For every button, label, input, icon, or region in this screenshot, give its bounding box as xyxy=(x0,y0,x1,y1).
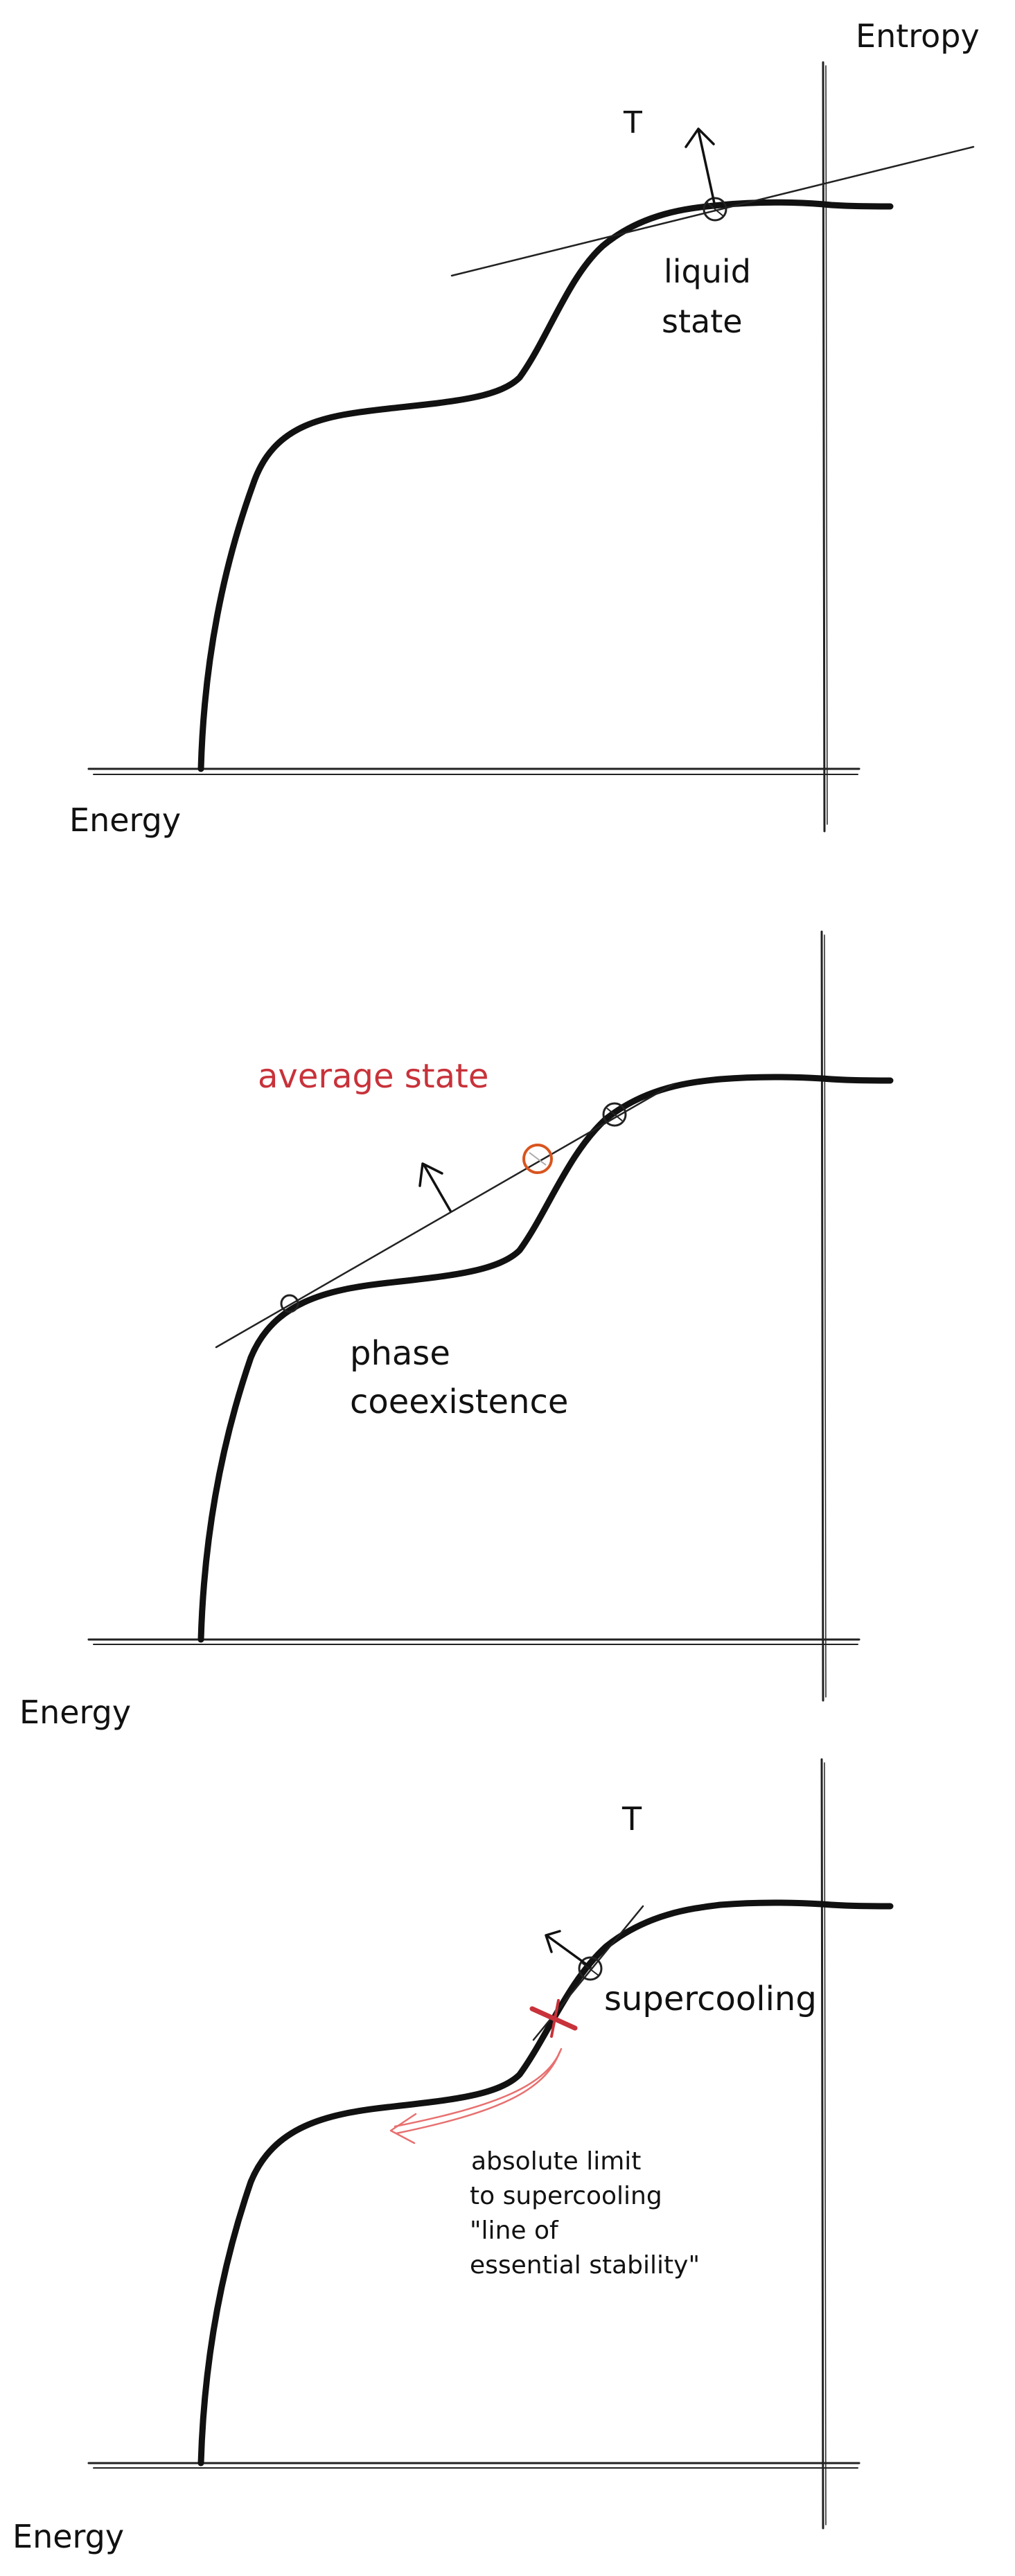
panel-1-tangent-line xyxy=(450,145,975,277)
panel-3-state-point xyxy=(578,1956,603,1981)
panel-3-limit-line4: essential stability" xyxy=(470,2251,700,2280)
panel-2-phase-coexistence: average state phase coeexistence Energy xyxy=(19,930,894,1731)
panel-1-temperature-label: T xyxy=(623,105,642,141)
panel-3-supercooling-arrow xyxy=(389,2048,563,2144)
panel-3-limit-line2: to supercooling xyxy=(470,2182,662,2210)
panel-2-coexistence-line2: coeexistence xyxy=(350,1383,568,1421)
panel-1-y-axis-label: Entropy xyxy=(856,17,980,55)
panel-2-average-label: average state xyxy=(258,1057,488,1096)
panel-1-y-axis xyxy=(822,61,826,833)
panel-3-x-axis-label: Energy xyxy=(12,2518,124,2555)
panel-2-x-axis-label: Energy xyxy=(19,1694,131,1731)
panel-1-state-point xyxy=(703,197,727,222)
panel-2-common-tangent xyxy=(215,1083,675,1349)
panel-1-axes xyxy=(87,61,860,833)
panel-3-limit-line3: "line of xyxy=(470,2217,559,2245)
panel-1-y-axis-double xyxy=(825,65,828,825)
panel-2-entropy-curve xyxy=(197,1074,894,1643)
panel-2-coexistence-line1: phase xyxy=(350,1334,450,1373)
panel-1-state-label-line2: state xyxy=(662,303,743,340)
panel-3-y-axis-double xyxy=(824,1762,827,2525)
panel-2-liquid-point xyxy=(602,1102,627,1127)
panel-3-state-point-mark xyxy=(581,1962,599,1976)
panel-3-supercooling-label: supercooling xyxy=(604,1980,817,2018)
panel-3-temperature-label: T xyxy=(621,1800,642,1838)
panel-1-liquid-state: T liquid state Entropy Energy xyxy=(69,17,980,839)
panel-3-supercooling: T supercooling absolute limit to superco… xyxy=(12,1758,894,2555)
panel-2-temperature-arrow xyxy=(418,1162,452,1212)
panel-2-solid-point xyxy=(280,1294,299,1313)
panel-2-liquid-point-mark xyxy=(606,1108,623,1121)
panel-2-y-axis xyxy=(820,930,824,1702)
panel-2-axes xyxy=(87,930,860,1702)
panel-2-y-axis-double xyxy=(824,934,827,1698)
panel-3-entropy-curve xyxy=(197,1899,894,2467)
panel-1-temperature-arrow xyxy=(685,127,716,208)
panel-3-y-axis xyxy=(820,1758,824,2530)
panel-1-entropy-curve xyxy=(197,199,894,772)
panel-2-average-point xyxy=(522,1144,553,1174)
panel-3-limit-line1: absolute limit xyxy=(471,2147,641,2176)
panel-3-limit-mark xyxy=(529,1999,578,2038)
panel-3-temperature-arrow xyxy=(545,1930,592,1969)
panel-3-tangent-line xyxy=(532,1905,644,2041)
panel-3-axes xyxy=(87,1758,860,2530)
panel-2-average-point-mark xyxy=(529,1152,547,1166)
panel-1-state-point-mark xyxy=(706,202,724,217)
panel-1-x-axis-label: Energy xyxy=(69,801,181,839)
panel-1-state-label-line1: liquid xyxy=(664,253,751,290)
